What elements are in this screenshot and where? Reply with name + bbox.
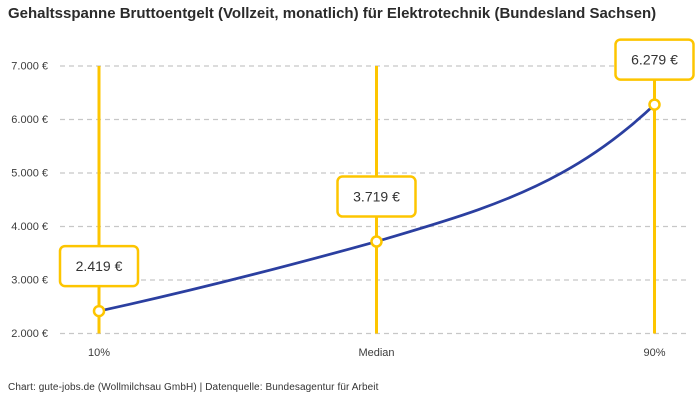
value-label-text: 3.719 € xyxy=(353,189,400,205)
value-label-10pct: 2.419 € xyxy=(58,244,140,288)
y-axis-tick-label: 2.000 € xyxy=(11,328,48,340)
data-point-90pct[interactable] xyxy=(648,98,661,111)
y-axis-tick-label: 5.000 € xyxy=(11,168,48,180)
chart-attribution: Chart: gute-jobs.de (Wollmilchsau GmbH) … xyxy=(8,382,379,393)
x-axis-tick-label-10pct: 10% xyxy=(88,347,110,359)
value-label-90pct: 6.279 € xyxy=(614,38,695,81)
value-label-text: 2.419 € xyxy=(76,258,123,274)
y-axis-tick-label: 3.000 € xyxy=(11,275,48,287)
chart-title: Gehaltsspanne Bruttoentgelt (Vollzeit, m… xyxy=(8,5,657,22)
value-label-box xyxy=(336,175,417,218)
x-axis-tick-label-median: Median xyxy=(358,347,394,359)
x-axis-tick-label-90pct: 90% xyxy=(643,347,665,359)
data-point-median[interactable] xyxy=(370,235,383,248)
value-label-box xyxy=(614,38,695,81)
value-label-text: 6.279 € xyxy=(631,52,678,68)
salary-curve xyxy=(97,103,656,313)
data-point-10pct[interactable] xyxy=(92,304,106,318)
value-label-median: 3.719 € xyxy=(336,175,417,218)
y-axis-tick-label: 7.000 € xyxy=(11,61,48,73)
y-axis-tick-label: 6.000 € xyxy=(11,114,48,126)
value-label-box xyxy=(58,244,140,288)
y-axis-tick-label: 4.000 € xyxy=(11,221,48,233)
